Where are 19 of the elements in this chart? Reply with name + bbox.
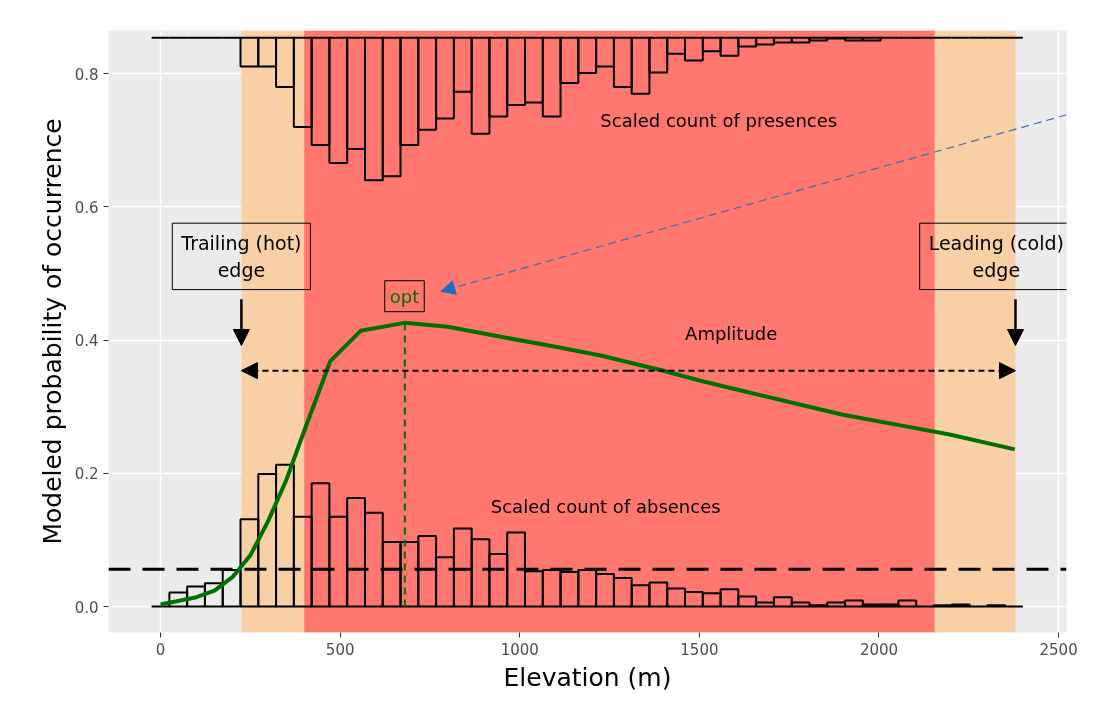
x-tick-label: 1500 — [680, 640, 719, 659]
x-tick-label: 2000 — [859, 640, 899, 659]
x-axis-title: Elevation (m) — [503, 662, 672, 692]
annotation: Trailing (hot) edge — [180, 232, 302, 281]
y-tick-label: 0.0 — [74, 598, 99, 617]
x-tick-label: 0 — [155, 640, 166, 659]
annotation: opt — [389, 285, 420, 307]
x-tick-label: 500 — [325, 640, 355, 659]
annotation: Scaled count of absences — [490, 496, 721, 518]
x-tick-label: 2500 — [1039, 640, 1078, 659]
y-axis-title: Modeled probability of occurrence — [37, 118, 67, 545]
x-tick-label: 1000 — [500, 640, 539, 659]
y-tick-label: 0.2 — [74, 465, 99, 484]
y-tick-label: 0.6 — [74, 198, 99, 217]
y-tick-label: 0.4 — [74, 332, 99, 351]
annotation: Leading (cold) edge — [928, 232, 1064, 281]
annotation: Scaled count of presences — [600, 109, 838, 131]
annotation: Amplitude — [685, 322, 778, 344]
y-tick-label: 0.8 — [74, 65, 99, 84]
